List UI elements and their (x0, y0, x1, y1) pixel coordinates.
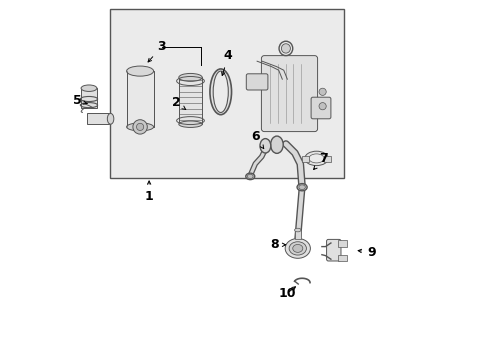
Ellipse shape (281, 44, 290, 53)
Ellipse shape (270, 136, 283, 153)
Bar (337, 240, 346, 247)
Ellipse shape (308, 154, 324, 163)
Ellipse shape (209, 69, 231, 115)
Bar (126, 71, 153, 127)
FancyBboxPatch shape (246, 74, 267, 90)
FancyBboxPatch shape (310, 97, 330, 119)
Circle shape (318, 88, 325, 95)
Ellipse shape (213, 71, 228, 113)
Bar (179, 77, 202, 124)
Ellipse shape (81, 85, 97, 91)
Text: 6: 6 (250, 130, 263, 149)
Bar (81, 88, 97, 108)
Bar (109, 9, 343, 178)
Ellipse shape (179, 121, 202, 127)
Bar (302, 156, 309, 162)
Bar (294, 230, 301, 239)
Circle shape (133, 120, 147, 134)
Ellipse shape (285, 239, 310, 258)
Ellipse shape (296, 184, 306, 191)
Text: 5: 5 (73, 94, 87, 107)
Ellipse shape (126, 66, 153, 76)
Ellipse shape (279, 41, 292, 55)
Ellipse shape (247, 174, 253, 179)
Ellipse shape (288, 242, 306, 255)
Ellipse shape (292, 244, 302, 252)
Circle shape (136, 123, 143, 131)
Ellipse shape (304, 151, 327, 166)
Text: 9: 9 (357, 246, 375, 258)
Bar (87, 113, 108, 124)
Text: 1: 1 (144, 181, 153, 203)
Text: 8: 8 (269, 238, 285, 251)
Ellipse shape (294, 228, 301, 232)
Ellipse shape (107, 113, 114, 124)
Circle shape (318, 103, 325, 110)
Ellipse shape (298, 185, 305, 190)
Text: 2: 2 (171, 96, 185, 109)
Text: 10: 10 (278, 287, 295, 300)
Ellipse shape (245, 173, 254, 180)
Ellipse shape (126, 123, 153, 131)
FancyBboxPatch shape (261, 56, 317, 132)
Bar (323, 156, 330, 162)
FancyBboxPatch shape (326, 239, 340, 261)
Text: 3: 3 (148, 40, 165, 62)
Ellipse shape (179, 73, 202, 81)
Bar (337, 255, 346, 261)
Text: 7: 7 (313, 152, 327, 170)
Ellipse shape (260, 139, 270, 153)
Text: 4: 4 (221, 49, 232, 76)
